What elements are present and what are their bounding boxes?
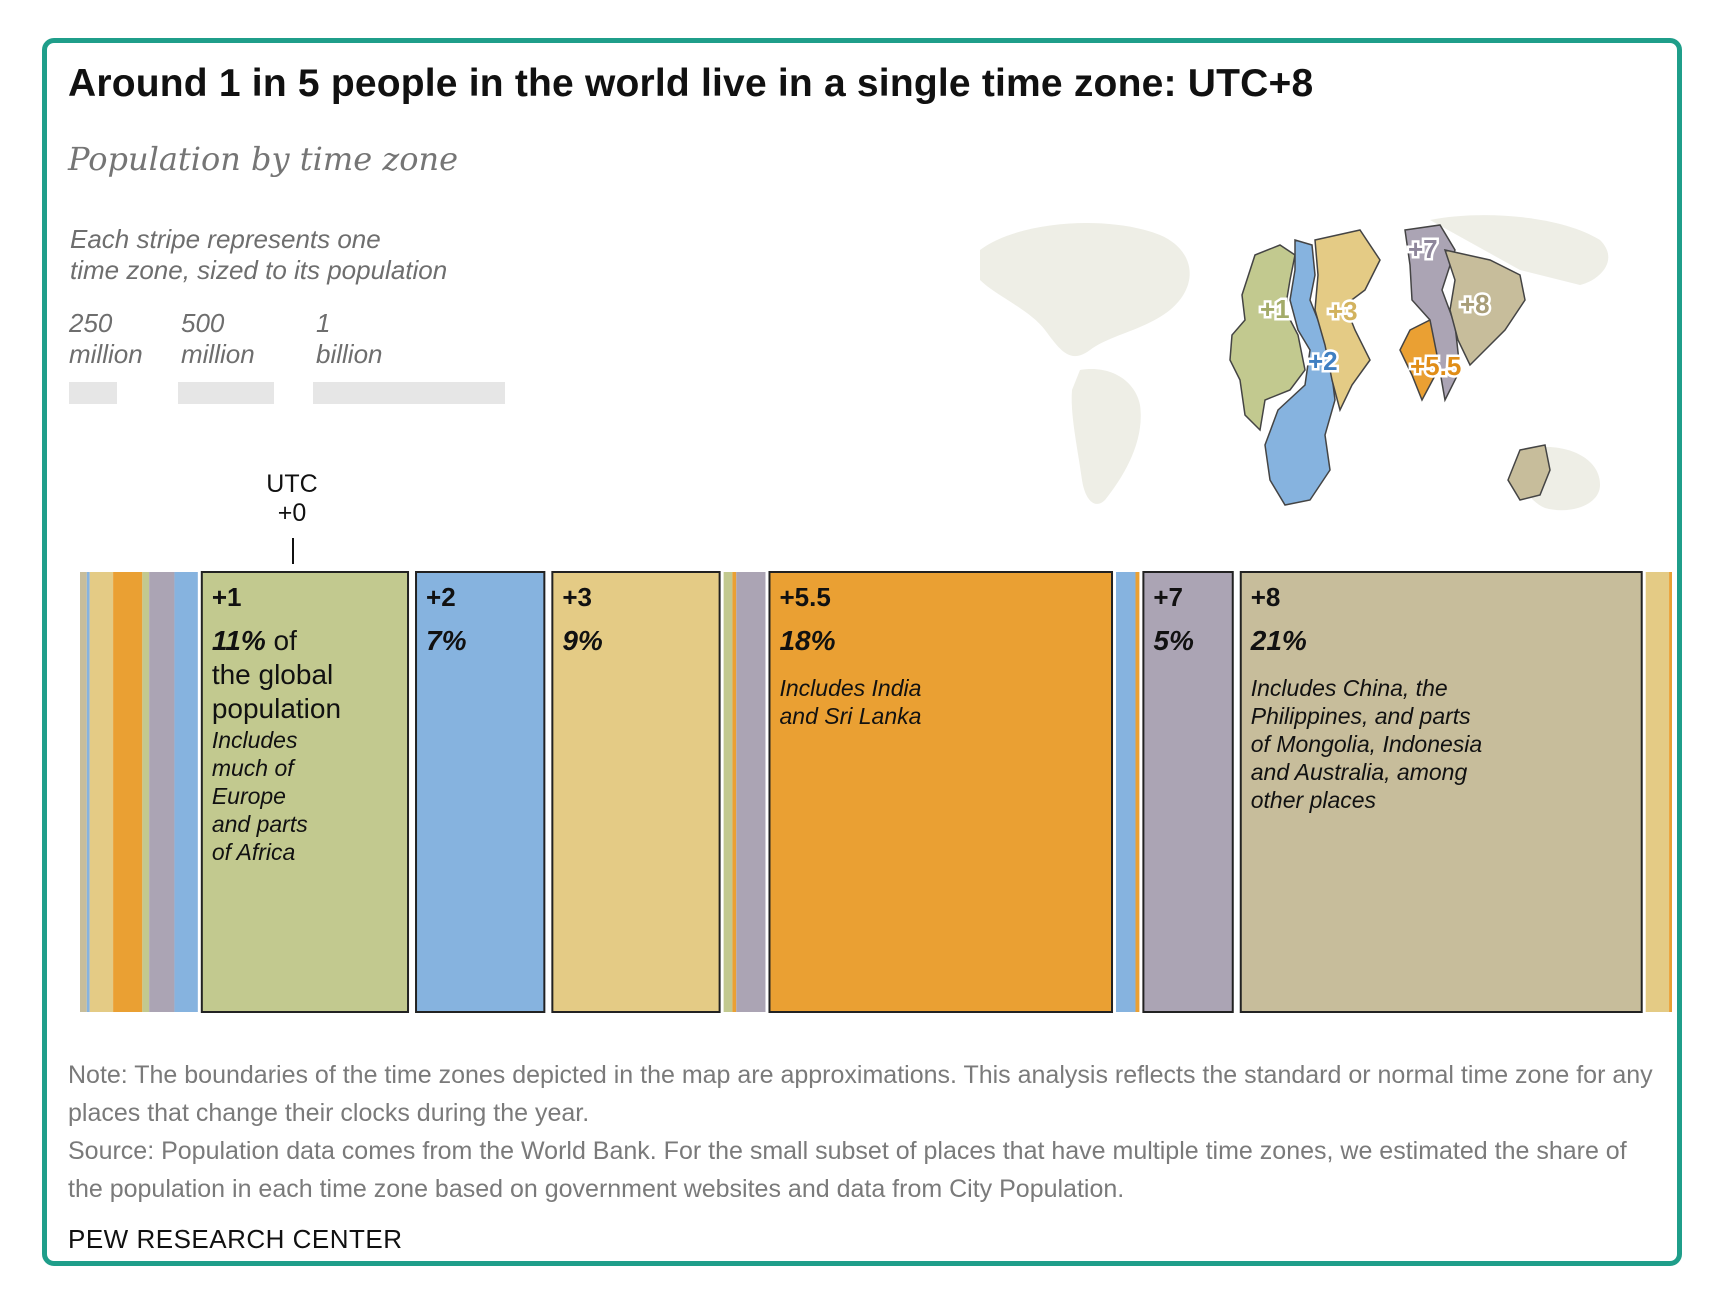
map-label-plus5-5: +5.5 (1410, 351, 1461, 381)
stripe-minor-zone (89, 572, 114, 1012)
map-zone-plus7 (1404, 224, 1461, 403)
stripe-share-text: population (212, 693, 341, 724)
world-map: +7 +1 +3 +8 +2 +5.5 (980, 215, 1609, 511)
map-label-plus1: +1 (1260, 294, 1290, 324)
stripe-minor-zone (736, 572, 766, 1012)
stripe-description: and Australia, among (1251, 759, 1468, 785)
stripe-minor-zone (1116, 572, 1136, 1012)
stripe-zone-label: +7 (1153, 582, 1183, 612)
legend-item-1b: 1 billion (316, 308, 383, 370)
note-text: Note: The boundaries of the time zones d… (68, 1061, 1653, 1127)
stripe-description: of Africa (212, 839, 296, 865)
stripe-zone-plus5-5 (768, 571, 1114, 1013)
stripe-description: Includes (212, 727, 298, 753)
legend-item-value: 500 (181, 308, 225, 338)
stripe-zone-plus3 (551, 571, 721, 1013)
chart-subtitle: Population by time zone (68, 140, 458, 178)
map-zone-plus2 (1264, 238, 1336, 506)
stripe-minor-zone (732, 572, 737, 1012)
stripe-description: and parts (212, 811, 308, 837)
utc-zero-label: UTC +0 (262, 470, 322, 528)
stripe-zone-plus7 (1142, 571, 1234, 1013)
map-label-plus8: +8 (1460, 289, 1490, 319)
stripe-zone-plus8 (1239, 571, 1643, 1013)
stripe-share-label: 9% (562, 625, 603, 656)
legend-item-250m: 250 million (69, 308, 143, 370)
stripe-share-text: the global (212, 659, 333, 690)
brand-name: PEW RESEARCH CENTER (68, 1224, 403, 1254)
stripe-minor-zone (142, 572, 150, 1012)
stripe-minor-zone (113, 572, 143, 1012)
stripe-description: Includes India (779, 675, 921, 701)
map-zone-plus1 (1229, 244, 1306, 432)
stripe-share-label: 11% of (212, 625, 297, 656)
chart-title: Around 1 in 5 people in the world live i… (68, 62, 1314, 105)
stripe-zone-label: +5.5 (779, 582, 830, 612)
legend-description-line: time zone, sized to its population (70, 255, 448, 285)
legend-bar (178, 382, 274, 404)
stripe-zone-label: +8 (1251, 582, 1281, 612)
legend-item-value: 250 (69, 308, 113, 338)
stripe-description: of Mongolia, Indonesia (1251, 731, 1482, 757)
stripe-description: Includes China, the (1251, 675, 1448, 701)
stripe-share-label: 21% (1250, 625, 1307, 656)
stripe-minor-zone (174, 572, 198, 1012)
stripe-zone-plus1 (200, 571, 410, 1013)
stripe-zone-label: +2 (426, 582, 456, 612)
source-text: Source: Population data comes from the W… (68, 1137, 1627, 1203)
legend-item-unit: million (181, 339, 255, 369)
utc-label-line: +0 (277, 499, 307, 527)
stripe-description: much of (212, 755, 296, 781)
stripe-description: other places (1251, 787, 1377, 813)
stripe-minor-zone (149, 572, 175, 1012)
legend-item-500m: 500 million (181, 308, 255, 370)
stripe-minor-zone (723, 572, 733, 1012)
map-zone-plus8-australia (1507, 444, 1551, 501)
stripe-share-label: 5% (1153, 625, 1194, 656)
legend-item-value: 1 (316, 308, 331, 338)
stripe-zone-label: +3 (562, 582, 592, 612)
map-label-plus2: +2 (1308, 346, 1338, 376)
chart-notes: Note: The boundaries of the time zones d… (68, 1056, 1658, 1208)
stripe-minor-zone (86, 572, 90, 1012)
stripe-minor-zone (1669, 572, 1672, 1012)
legend-bar (69, 382, 117, 404)
map-label-plus7: +7 (1408, 234, 1438, 264)
stripe-share-label: 18% (779, 625, 835, 656)
utc-zero-tick (292, 538, 294, 564)
utc-label-line: UTC (266, 470, 318, 498)
stripe-share-label: 7% (426, 625, 467, 656)
stripe-description: Europe (212, 783, 286, 809)
legend-item-unit: million (69, 339, 143, 369)
stripe-zone-plus2 (415, 571, 546, 1013)
stripe-minor-zone (80, 572, 87, 1012)
stripe-zone-label: +1 (212, 582, 242, 612)
map-zone-plus3 (1314, 229, 1381, 413)
legend-bar (313, 382, 505, 404)
stripe-minor-zone (1645, 572, 1670, 1012)
stripe-description: Philippines, and parts (1251, 703, 1471, 729)
legend-item-unit: billion (316, 339, 383, 369)
stripe-minor-zone (1135, 572, 1140, 1012)
legend-description-line: Each stripe represents one (70, 224, 381, 254)
legend-description: Each stripe represents one time zone, si… (70, 224, 530, 286)
stripe-description: and Sri Lanka (779, 703, 921, 729)
map-label-plus3: +3 (1328, 296, 1358, 326)
map-zone-plus8 (1443, 248, 1526, 367)
